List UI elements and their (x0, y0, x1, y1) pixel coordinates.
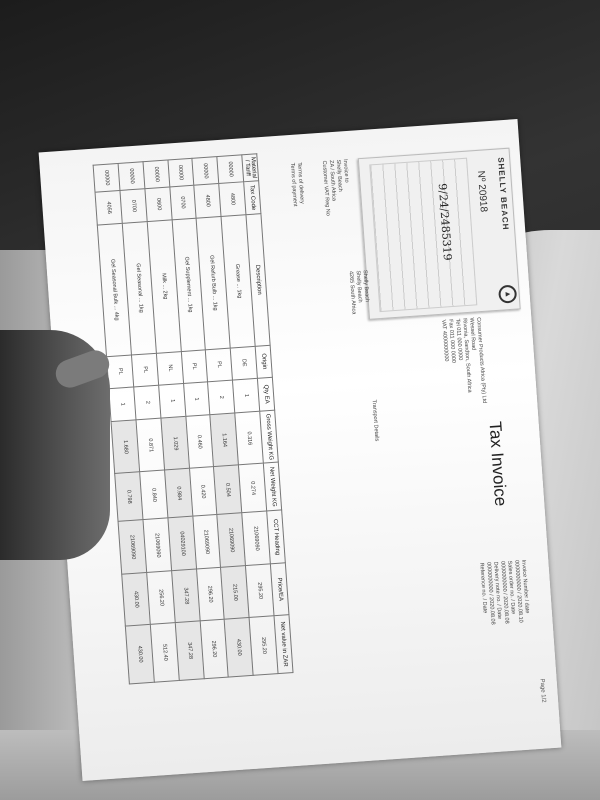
table-cell: 1 (108, 386, 136, 423)
table-cell: 0600 (144, 186, 172, 222)
terms-block: Terms of delivery Terms of payment (288, 162, 305, 207)
table-cell: 0.840 (139, 470, 168, 520)
table-cell: 21069090 (142, 518, 172, 573)
ship-to-address: Shelly Beach Shelly Beach 4265 South Afric… (347, 270, 371, 315)
table-cell: 1.029 (160, 416, 190, 471)
invoice-title: Tax Invoice (485, 420, 511, 507)
table-cell: 512.40 (150, 622, 179, 683)
table-cell: 0.798 (114, 472, 143, 522)
table-cell: DE (230, 345, 258, 380)
table-cell: 00000 (217, 154, 244, 184)
receipt-stub: SHELLY BEACH ▲ Nº 20918 9/24/2485319 (357, 147, 521, 320)
table-cell: 296.20 (199, 619, 229, 679)
table-cell: 4800 (218, 181, 246, 217)
table-cell: 0.316 (234, 411, 264, 466)
table-cell: 0700 (169, 185, 197, 220)
table-cell: 295.20 (245, 564, 275, 618)
table-cell: 430.00 (125, 624, 155, 684)
transport-details-label: Transport Details (370, 399, 380, 442)
table-cell: 256.20 (146, 570, 175, 625)
table-cell: 4056 (95, 190, 123, 226)
column-header: Tax Code (243, 180, 261, 215)
table-cell: PL (180, 349, 208, 384)
supplier-address: Consumer Products Africa (Pty) Ltd Wessel… (439, 317, 487, 406)
table-cell: 1 (232, 377, 260, 414)
stub-brand: SHELLY BEACH (496, 156, 511, 231)
table-cell: 4800 (194, 183, 222, 219)
table-cell: 00000 (142, 160, 170, 189)
stub-ruled-lines (369, 157, 478, 313)
invoice-number-block: Invoice Number / date 0000000000 / 2020.0… (477, 559, 530, 625)
customer-block: Invoice to Shelly Beach ZA / South Africa C… (320, 159, 352, 216)
table-cell: 00000 (167, 158, 195, 187)
table-cell: 0.274 (238, 463, 267, 513)
table-cell: PL (205, 347, 233, 382)
invoice-items-table: Material / Tariff Tax Code Description Orig… (93, 153, 294, 684)
table-cell: 0.984 (164, 468, 193, 519)
table-cell: 21069090 (241, 511, 271, 566)
table-cell: 1.164 (210, 413, 239, 467)
table-cell: 295.20 (249, 615, 279, 676)
table-cell: 0.504 (213, 465, 242, 515)
table-cell: 2 (207, 379, 235, 416)
table-cell: 00000 (192, 156, 219, 186)
tax-invoice-page: Tax Invoice Page 1/2 SHELLY BEACH ▲ Nº 2… (38, 119, 562, 781)
table-cell: 215.00 (220, 565, 250, 620)
table-cell: 0.420 (189, 466, 218, 517)
table-cell: 2 (133, 384, 161, 421)
table-cell: 21069090 (217, 512, 246, 568)
column-header: Origin (255, 344, 273, 378)
page-number: Page 1/2 (538, 678, 547, 703)
table-cell: 430.00 (224, 617, 254, 678)
column-header: Material / Tariff (241, 153, 259, 182)
table-cell: 00000 (117, 161, 145, 191)
table-cell: 0.871 (135, 418, 165, 473)
table-cell: PL (131, 352, 159, 387)
stub-number: Nº 20918 (474, 170, 489, 213)
table-cell: 1 (158, 383, 186, 419)
table-cell: 00000 (93, 163, 120, 193)
table-cell: 1 (183, 381, 211, 417)
table-cell: 21069090 (192, 514, 221, 570)
table-cell: PL (106, 354, 134, 389)
table-cell: NL (156, 351, 184, 385)
table-cell: 347.28 (174, 620, 204, 681)
table-cell: 296.20 (196, 567, 225, 621)
table-cell: 0.460 (185, 415, 214, 469)
table-cell: 21069090 (118, 519, 147, 575)
circle-logo-icon: ▲ (498, 284, 518, 304)
table-cell: 430.00 (121, 572, 151, 627)
table-cell: 347.28 (171, 569, 200, 623)
table-cell: 1.680 (111, 420, 140, 474)
table-cell: 04029100 (167, 516, 197, 571)
table-cell: 0700 (119, 188, 147, 224)
column-header: Qty EA (257, 376, 275, 412)
